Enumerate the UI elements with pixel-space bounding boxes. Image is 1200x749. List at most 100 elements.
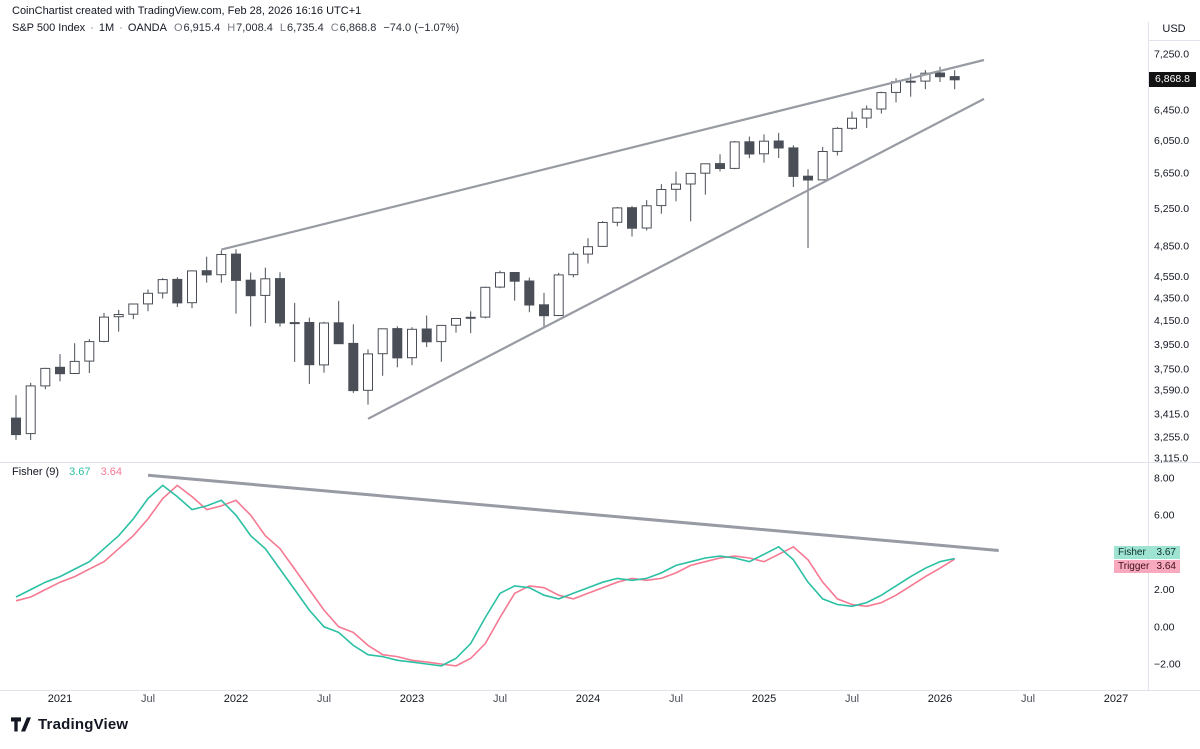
time-tick-label: 2027 <box>1104 693 1128 705</box>
indicator-name[interactable]: Fisher (9) <box>12 466 60 478</box>
exchange-label[interactable]: OANDA <box>127 22 167 34</box>
price-tick-label: 6,050.0 <box>1154 135 1189 147</box>
time-tick-label: Jul <box>317 693 331 705</box>
candle-body <box>465 316 476 319</box>
tradingview-logo-icon <box>11 717 31 732</box>
indicator-tick-label: 2.00 <box>1154 584 1175 596</box>
time-tick-label: Jul <box>141 693 155 705</box>
candle-body <box>436 324 447 343</box>
candle-body <box>172 278 183 304</box>
candle-body <box>773 140 784 149</box>
price-axis-labels[interactable]: 7,250.0 6,450.0 6,050.0 5,650.0 5,250.0 4,850… <box>1154 49 1189 465</box>
fisher-axis-badge: Fisher 3.67 <box>1114 546 1180 559</box>
indicator-tick-label: 8.00 <box>1154 473 1175 485</box>
trigger-axis-badge: Trigger 3.64 <box>1114 560 1180 573</box>
candle-body <box>260 278 271 296</box>
price-tick-label: 7,250.0 <box>1154 49 1189 61</box>
price-tick-label: 4,150.0 <box>1154 315 1189 327</box>
indicator-trigger-value: 3.64 <box>100 466 123 478</box>
price-tick-label: 4,850.0 <box>1154 241 1189 253</box>
candle-body <box>568 253 579 276</box>
price-tick-label: 3,255.0 <box>1154 431 1189 443</box>
candle-body <box>157 279 168 294</box>
close-value: 6,868.8 <box>339 22 377 34</box>
candle-body <box>99 316 109 342</box>
candle-body <box>656 189 667 207</box>
high-value: 7,008.4 <box>236 22 273 34</box>
price-tick-label: 5,250.0 <box>1154 203 1189 215</box>
time-tick-label: 2026 <box>928 693 952 705</box>
candle-body <box>876 92 887 110</box>
close-label: C <box>330 22 339 34</box>
candle-body <box>685 172 696 185</box>
candlestick-series[interactable] <box>11 66 960 440</box>
candle-body <box>700 163 711 174</box>
indicator-tick-label: 6.00 <box>1154 510 1175 522</box>
candle-body <box>847 117 857 129</box>
candle-body <box>539 304 549 317</box>
price-tick-label: 3,115.0 <box>1154 452 1188 464</box>
candle-body <box>788 147 799 177</box>
price-tick-label: 3,415.0 <box>1154 408 1189 420</box>
low-value: 6,735.4 <box>286 22 324 34</box>
fisher-badge-label: Fisher <box>1118 547 1146 558</box>
currency-label[interactable]: USD <box>1162 23 1186 35</box>
candle-body <box>25 385 36 435</box>
candle-body <box>495 272 505 288</box>
time-tick-label: 2023 <box>400 693 424 705</box>
time-tick-label: 2025 <box>752 693 776 705</box>
fisher-trendline[interactable] <box>147 473 999 552</box>
candle-body <box>905 80 916 83</box>
trendline-wedge-upper[interactable] <box>221 58 985 251</box>
candle-body <box>759 140 769 155</box>
trendline-wedge-lower[interactable] <box>367 97 985 420</box>
candle-body <box>69 360 80 374</box>
candle-body <box>113 314 124 318</box>
candle-body <box>524 280 535 306</box>
candle-body <box>817 151 828 181</box>
trigger-badge-value: 3.64 <box>1156 561 1176 572</box>
candle-body <box>11 417 21 436</box>
candle-body <box>363 353 373 391</box>
symbol-name[interactable]: S&P 500 Index <box>12 22 86 34</box>
candle-body <box>275 278 285 324</box>
time-tick-label: 2021 <box>48 693 72 705</box>
candle-body <box>744 141 755 155</box>
candle-body <box>304 322 315 366</box>
price-tick-label: 3,590.0 <box>1154 385 1189 397</box>
time-axis-labels[interactable]: 2021 Jul 2022 Jul 2023 Jul 2024 Jul 2025 Jul 2026 J… <box>48 693 1128 705</box>
candle-body <box>861 108 872 119</box>
symbol-info-row: S&P 500 Index · 1M · OANDA O 6,915.4 H 7… <box>12 22 459 34</box>
candle-body <box>597 222 608 247</box>
high-label: H <box>227 22 236 34</box>
price-tick-label: 3,750.0 <box>1154 364 1189 376</box>
candle-body <box>509 272 520 282</box>
candle-body <box>935 72 945 78</box>
candle-body <box>333 322 344 345</box>
price-trendlines[interactable] <box>221 58 985 420</box>
candle-body <box>128 303 139 315</box>
open-label: O <box>173 22 183 34</box>
candle-body <box>377 328 388 355</box>
candle-body <box>729 141 740 169</box>
candle-body <box>40 367 51 387</box>
price-tick-label: 5,650.0 <box>1154 168 1189 180</box>
candle-body <box>641 205 652 229</box>
candle-body <box>671 183 681 190</box>
time-tick-label: Jul <box>845 693 859 705</box>
interval-label[interactable]: 1M <box>98 22 115 34</box>
low-label: L <box>279 22 286 34</box>
candle-body <box>627 207 637 229</box>
candle-body <box>319 322 329 366</box>
candle-body <box>715 163 725 170</box>
candle-body <box>421 328 432 343</box>
candle-body <box>392 328 403 359</box>
tradingview-logo[interactable]: TradingView <box>10 714 128 734</box>
candle-body <box>583 246 593 255</box>
candle-body <box>407 328 417 359</box>
time-tick-label: Jul <box>669 693 683 705</box>
candle-body <box>612 207 623 223</box>
candle-body <box>187 270 197 304</box>
